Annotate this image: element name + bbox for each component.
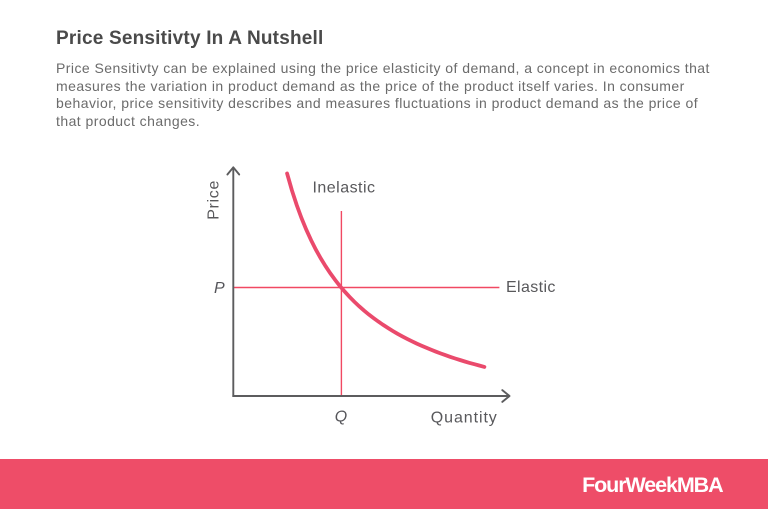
svg-text:Q: Q [335,409,347,426]
svg-text:Quantity: Quantity [431,409,497,426]
svg-text:P: P [214,280,225,297]
svg-text:Inelastic: Inelastic [313,180,376,197]
svg-text:Elastic: Elastic [506,279,555,296]
svg-text:Price: Price [206,181,223,220]
